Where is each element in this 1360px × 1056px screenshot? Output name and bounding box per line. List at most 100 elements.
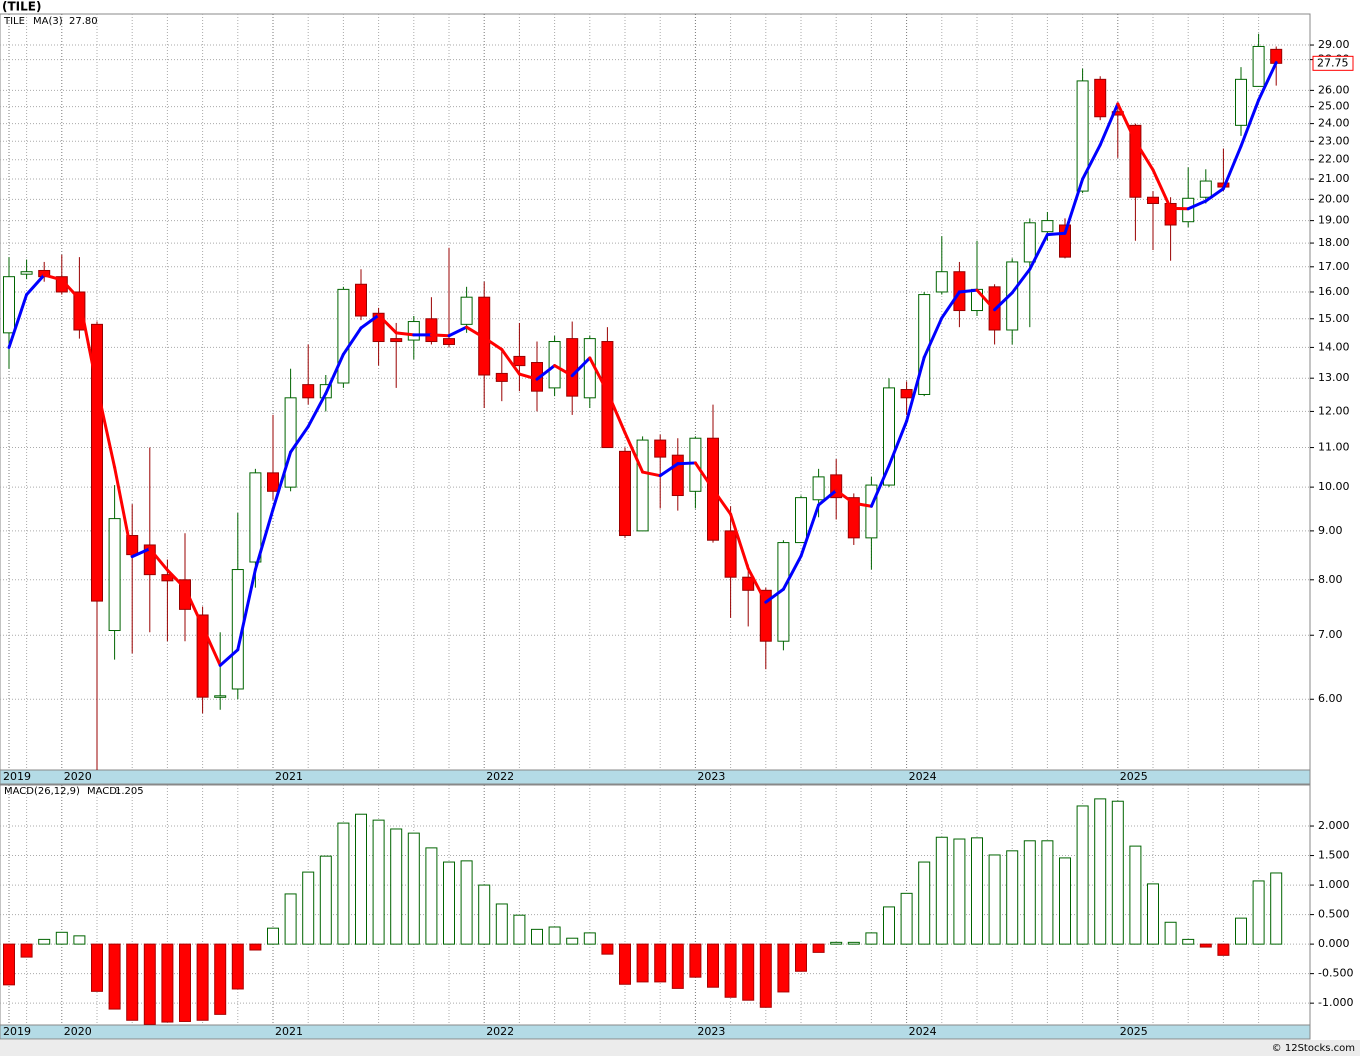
x-tick-label: 2022 xyxy=(486,1025,514,1038)
y-tick-label: 8.00 xyxy=(1318,573,1343,586)
macd-bar xyxy=(267,927,279,945)
y-tick-label: 26.00 xyxy=(1318,83,1350,96)
macd-bar xyxy=(302,871,315,945)
candle-body xyxy=(407,321,420,341)
macd-bar xyxy=(988,854,1001,945)
ma-line xyxy=(359,313,381,330)
candle-body xyxy=(619,450,631,537)
candle-body xyxy=(196,614,209,698)
candle-body xyxy=(566,338,579,397)
ma-line xyxy=(148,547,169,572)
y-tick-label: -1.000 xyxy=(1318,996,1353,1009)
ma-line xyxy=(1063,177,1085,235)
macd-bar xyxy=(1006,850,1019,945)
macd-bar xyxy=(372,819,385,945)
macd-bar xyxy=(513,914,526,945)
candle-body xyxy=(372,312,385,343)
candle-body xyxy=(1006,261,1019,331)
macd-bar xyxy=(636,943,649,983)
ma-line xyxy=(130,547,152,559)
x-tick-label: 2025 xyxy=(1120,770,1148,783)
macd-bar xyxy=(38,938,51,945)
ma-line xyxy=(711,487,733,516)
macd-bar xyxy=(1111,800,1124,945)
macd-bar xyxy=(918,861,931,945)
ma-line xyxy=(1116,102,1137,143)
y-tick-label: 2.000 xyxy=(1318,819,1350,832)
ma-line xyxy=(253,507,275,572)
candle-body xyxy=(812,476,825,501)
price-panel xyxy=(0,13,1311,771)
macd-bar xyxy=(1023,840,1036,945)
ma-line xyxy=(605,390,627,435)
candle-body xyxy=(355,283,367,317)
ma-line xyxy=(570,356,592,378)
macd-bar xyxy=(231,943,244,990)
candle-body xyxy=(847,497,860,539)
ma-line xyxy=(993,291,1014,312)
y-tick-label: 18.00 xyxy=(1318,236,1350,249)
candle-body xyxy=(759,589,772,642)
ma-line xyxy=(975,288,997,312)
macd-bar xyxy=(724,943,737,998)
ma-line xyxy=(834,488,856,505)
macd-plot xyxy=(0,785,1310,1025)
y-tick-label: 15.00 xyxy=(1318,312,1350,325)
ma-line xyxy=(95,385,117,469)
candle-body xyxy=(495,372,508,382)
y-tick-label: 0.500 xyxy=(1318,908,1350,921)
candle-body xyxy=(1235,78,1247,126)
candle-body xyxy=(1041,220,1054,233)
candle-body xyxy=(742,576,755,591)
y-tick-label: 0.000 xyxy=(1318,937,1350,950)
macd-bar xyxy=(126,943,139,1021)
macd-bar xyxy=(1041,840,1054,945)
ma-line xyxy=(77,297,99,389)
macd-bar xyxy=(390,828,403,945)
ma-line xyxy=(1028,233,1049,271)
legend-symbol: TILE xyxy=(3,16,25,27)
ma-line xyxy=(729,512,750,571)
y-tick-label: 13.00 xyxy=(1318,371,1350,384)
ma-line xyxy=(905,355,926,423)
candle-body xyxy=(179,579,191,610)
ma-line xyxy=(394,331,416,337)
ma-line xyxy=(817,488,838,507)
chart-title: (TILE) xyxy=(2,0,41,14)
macd-bar xyxy=(1059,857,1071,945)
macd-bar xyxy=(1270,872,1283,945)
macd-bar xyxy=(1076,805,1089,945)
ma-line xyxy=(60,278,81,301)
ma-line xyxy=(658,462,680,478)
ma-line xyxy=(236,568,257,652)
candle-body xyxy=(91,323,103,602)
candle-body xyxy=(513,355,526,367)
x-tick-label: 2024 xyxy=(909,1025,937,1038)
macd-bar xyxy=(284,893,297,945)
x-tick-label: 2023 xyxy=(697,770,725,783)
macd-bar xyxy=(1199,943,1212,948)
y-tick-label: 7.00 xyxy=(1318,628,1343,641)
macd-bar xyxy=(443,861,455,945)
macd-bar xyxy=(953,838,966,945)
y-tick-label: 22.00 xyxy=(1318,153,1350,166)
footer: © 12Stocks.com xyxy=(1272,1043,1355,1054)
candle-body xyxy=(267,472,279,492)
macd-bar xyxy=(531,928,543,945)
time-band xyxy=(0,769,1311,785)
ma-line xyxy=(1010,267,1032,295)
macd-bar xyxy=(1217,943,1230,956)
y-tick-label: 1.500 xyxy=(1318,849,1350,862)
ma-line xyxy=(218,648,240,667)
y-tick-label: 24.00 xyxy=(1318,117,1350,130)
candle-body xyxy=(830,474,843,499)
macd-bar xyxy=(619,943,631,985)
macd-bar xyxy=(1147,883,1159,945)
ma-line xyxy=(1081,143,1102,181)
legend-entry: MA(3) xyxy=(33,16,63,27)
ma-line xyxy=(113,465,134,559)
macd-bar xyxy=(355,813,367,945)
ma-line xyxy=(940,290,961,320)
ma-line xyxy=(887,419,909,468)
candle-body xyxy=(284,397,297,488)
